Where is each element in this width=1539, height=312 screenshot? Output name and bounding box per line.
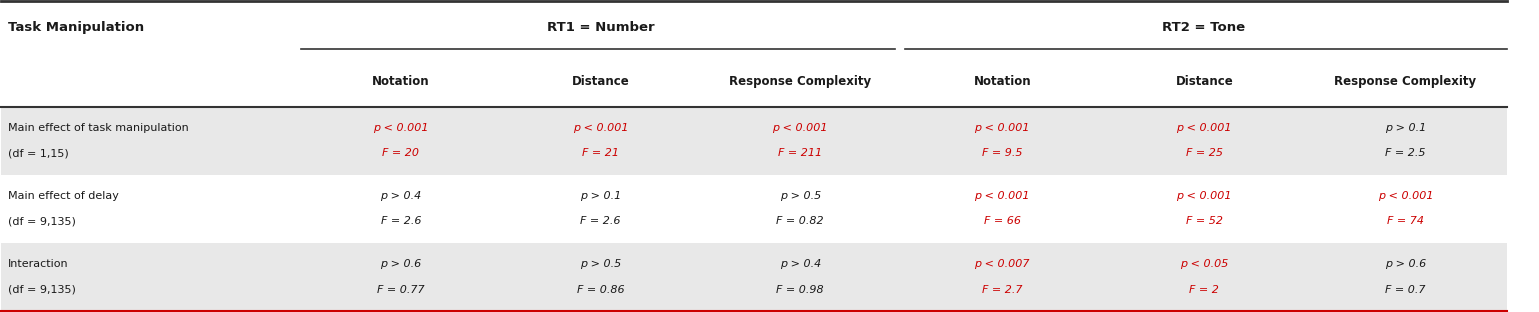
- Text: F = 2.7: F = 2.7: [982, 285, 1022, 295]
- Text: p > 0.6: p > 0.6: [1385, 259, 1427, 269]
- Text: p < 0.001: p < 0.001: [1176, 191, 1233, 201]
- Text: F = 211: F = 211: [779, 149, 822, 158]
- Text: F = 66: F = 66: [983, 217, 1020, 227]
- Text: p < 0.007: p < 0.007: [974, 259, 1030, 269]
- Text: Main effect of delay: Main effect of delay: [8, 191, 119, 201]
- Text: F = 0.77: F = 0.77: [377, 285, 425, 295]
- Text: F = 0.82: F = 0.82: [776, 217, 823, 227]
- Text: Response Complexity: Response Complexity: [729, 75, 871, 87]
- Text: p < 0.001: p < 0.001: [1176, 123, 1233, 133]
- Bar: [2, 106, 1507, 174]
- Text: RT2 = Tone: RT2 = Tone: [1162, 21, 1245, 34]
- Text: p > 0.4: p > 0.4: [780, 259, 820, 269]
- Text: F = 9.5: F = 9.5: [982, 149, 1022, 158]
- Text: F = 52: F = 52: [1185, 217, 1224, 227]
- Text: F = 0.98: F = 0.98: [776, 285, 823, 295]
- Text: Notation: Notation: [974, 75, 1031, 87]
- Text: F = 21: F = 21: [582, 149, 619, 158]
- Text: F = 2.5: F = 2.5: [1385, 149, 1425, 158]
- Text: F = 0.7: F = 0.7: [1385, 285, 1425, 295]
- Text: p < 0.001: p < 0.001: [974, 123, 1030, 133]
- Text: Distance: Distance: [1176, 75, 1233, 87]
- Text: (df = 1,15): (df = 1,15): [8, 149, 68, 158]
- Text: Main effect of task manipulation: Main effect of task manipulation: [8, 123, 188, 133]
- Text: p < 0.001: p < 0.001: [773, 123, 828, 133]
- Text: F = 2.6: F = 2.6: [580, 217, 620, 227]
- Text: F = 2: F = 2: [1190, 285, 1219, 295]
- Text: p > 0.5: p > 0.5: [580, 259, 622, 269]
- Text: F = 20: F = 20: [382, 149, 419, 158]
- Text: Task Manipulation: Task Manipulation: [8, 21, 143, 34]
- Text: F = 2.6: F = 2.6: [380, 217, 422, 227]
- Text: p < 0.001: p < 0.001: [974, 191, 1030, 201]
- Text: F = 74: F = 74: [1387, 217, 1424, 227]
- Text: RT1 = Number: RT1 = Number: [546, 21, 654, 34]
- Text: Response Complexity: Response Complexity: [1334, 75, 1476, 87]
- Text: p > 0.1: p > 0.1: [580, 191, 622, 201]
- Text: (df = 9,135): (df = 9,135): [8, 217, 75, 227]
- Text: p > 0.5: p > 0.5: [780, 191, 820, 201]
- Text: Distance: Distance: [571, 75, 629, 87]
- Text: p > 0.4: p > 0.4: [380, 191, 422, 201]
- Text: p < 0.001: p < 0.001: [372, 123, 428, 133]
- Text: p > 0.6: p > 0.6: [380, 259, 422, 269]
- Text: p > 0.1: p > 0.1: [1385, 123, 1427, 133]
- Text: p < 0.001: p < 0.001: [573, 123, 628, 133]
- Text: (df = 9,135): (df = 9,135): [8, 285, 75, 295]
- Text: F = 0.86: F = 0.86: [577, 285, 625, 295]
- Text: Notation: Notation: [372, 75, 429, 87]
- Text: F = 25: F = 25: [1185, 149, 1224, 158]
- Text: p < 0.05: p < 0.05: [1180, 259, 1228, 269]
- Text: Interaction: Interaction: [8, 259, 68, 269]
- Bar: [2, 243, 1507, 311]
- Text: p < 0.001: p < 0.001: [1377, 191, 1433, 201]
